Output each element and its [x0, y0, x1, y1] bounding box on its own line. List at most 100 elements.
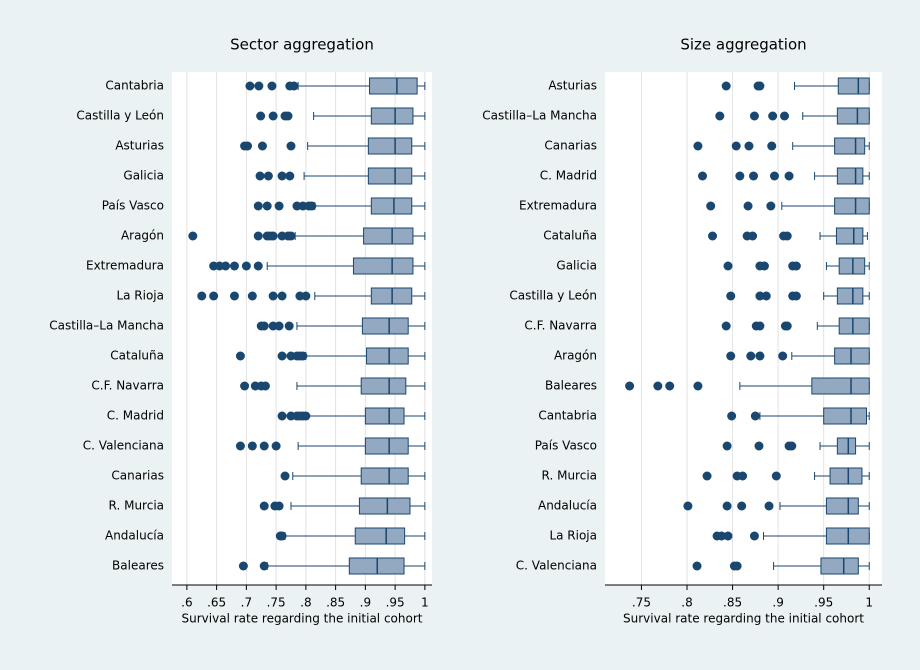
outlier	[746, 351, 756, 361]
outlier	[744, 141, 754, 151]
outlier	[254, 81, 264, 91]
box	[361, 317, 409, 335]
category-label: Canarias	[111, 469, 164, 483]
outlier	[768, 111, 778, 121]
outlier	[717, 531, 727, 541]
outlier	[769, 171, 779, 181]
outlier	[243, 141, 253, 151]
outlier	[257, 141, 267, 151]
outlier	[260, 381, 270, 391]
outlier	[665, 381, 675, 391]
category-label: C.F. Navarra	[91, 379, 164, 393]
x-tick-label: 1	[421, 596, 429, 610]
box	[369, 77, 418, 95]
outlier	[625, 381, 635, 391]
box	[836, 437, 857, 455]
x-tick-label: .8	[300, 596, 311, 610]
outlier	[767, 141, 777, 151]
category-label: Cantabria	[538, 409, 597, 423]
outlier	[259, 441, 269, 451]
outlier	[702, 471, 712, 481]
outlier	[683, 501, 693, 511]
x-tick-label: .75	[267, 596, 286, 610]
box	[834, 347, 870, 365]
outlier	[787, 441, 797, 451]
box	[354, 527, 406, 545]
category-label: Andalucía	[105, 529, 164, 543]
outlier	[235, 441, 245, 451]
box	[836, 287, 864, 305]
outlier	[755, 81, 765, 91]
box	[837, 77, 870, 95]
outlier	[286, 141, 296, 151]
outlier	[726, 291, 736, 301]
outlier	[283, 111, 293, 121]
outlier	[284, 321, 294, 331]
outlier	[791, 291, 801, 301]
x-tick-label: .85	[326, 596, 345, 610]
outlier	[277, 351, 287, 361]
outlier	[697, 171, 707, 181]
x-tick-label: .95	[814, 596, 833, 610]
x-tick-label: .8	[681, 596, 692, 610]
box	[834, 197, 870, 215]
x-axis-label: Survival rate regarding the initial coho…	[623, 612, 864, 626]
x-tick-label: .9	[360, 596, 371, 610]
outlier	[298, 351, 308, 361]
category-label: Canarias	[544, 139, 597, 153]
outlier	[737, 501, 747, 511]
outlier	[286, 231, 296, 241]
outlier	[749, 171, 759, 181]
outlier	[692, 561, 702, 571]
box	[838, 317, 870, 335]
outlier	[268, 231, 278, 241]
outlier	[778, 351, 788, 361]
outlier	[766, 201, 776, 211]
outlier	[693, 141, 703, 151]
outlier	[277, 411, 287, 421]
box	[360, 467, 409, 485]
outlier	[780, 111, 790, 121]
outlier	[750, 411, 760, 421]
outlier	[285, 171, 295, 181]
category-label: Asturias	[548, 79, 597, 93]
box	[352, 257, 414, 275]
outlier	[267, 81, 277, 91]
box	[367, 167, 413, 185]
outlier	[748, 231, 758, 241]
outlier	[732, 561, 742, 571]
x-tick-label: .95	[386, 596, 405, 610]
outlier	[693, 381, 703, 391]
category-label: C. Valenciana	[83, 439, 164, 453]
outlier	[229, 291, 239, 301]
outlier	[274, 321, 284, 331]
outlier	[289, 81, 299, 91]
category-label: Castilla y León	[76, 109, 164, 123]
outlier	[268, 111, 278, 121]
x-tick-label: .85	[723, 596, 742, 610]
outlier	[784, 171, 794, 181]
category-label: R. Murcia	[109, 499, 164, 513]
outlier	[715, 111, 725, 121]
box	[835, 227, 864, 245]
outlier	[755, 351, 765, 361]
outlier	[188, 231, 198, 241]
box	[836, 107, 870, 125]
category-label: C.F. Navarra	[524, 319, 597, 333]
category-label: C. Valenciana	[516, 559, 597, 573]
category-label: País Vasco	[535, 439, 597, 453]
outlier	[262, 201, 272, 211]
outlier	[247, 441, 257, 451]
outlier	[253, 231, 263, 241]
category-label: C. Madrid	[540, 169, 597, 183]
box	[825, 497, 859, 515]
outlier	[722, 441, 732, 451]
outlier	[723, 261, 733, 271]
outlier	[259, 561, 269, 571]
outlier	[221, 261, 231, 271]
category-label: Galicia	[123, 169, 164, 183]
outlier	[229, 261, 239, 271]
outlier	[241, 261, 251, 271]
